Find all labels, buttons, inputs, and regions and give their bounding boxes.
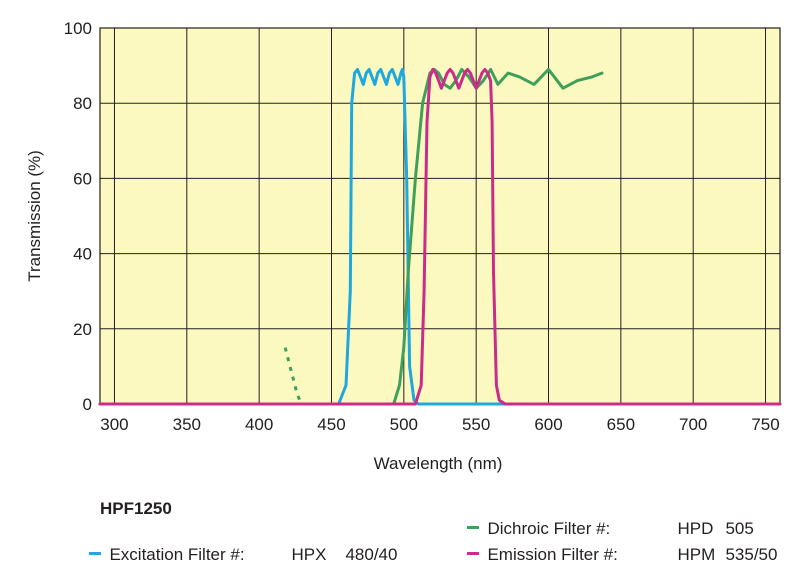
legend-item-dichroic: Dichroic Filter #: HPD 505 <box>458 499 754 539</box>
y-tick-label: 60 <box>73 169 92 188</box>
legend-code: HPD <box>677 519 714 538</box>
y-tick-label: 20 <box>73 320 92 339</box>
transmission-chart: 300 350 400 450 500 550 600 650 700 750 0 20 40 60 80 1… <box>25 19 782 473</box>
y-axis-label: Transmission (%) <box>25 150 44 282</box>
series-line-3 <box>98 67 782 406</box>
y-tick-label: 80 <box>73 94 92 113</box>
x-tick-label: 350 <box>173 415 201 434</box>
plot-area <box>100 28 780 404</box>
x-tick-label: 750 <box>751 415 779 434</box>
y-tick-label: 40 <box>73 245 92 264</box>
series-line-2 <box>283 347 304 405</box>
legend-value: 535/50 <box>725 545 778 564</box>
x-tick-label: 550 <box>462 415 490 434</box>
legend-item-emission: Emission Filter #: HPM 535/50 <box>458 525 777 565</box>
excitation-swatch <box>89 552 102 556</box>
legend-code: HPX <box>291 545 327 564</box>
legend-item-excitation: Excitation Filter #: HPX 480/40 <box>80 525 397 565</box>
legend-label: Emission Filter #: <box>487 545 618 564</box>
series-line-0 <box>98 67 782 406</box>
y-tick-label: 100 <box>64 19 92 38</box>
x-axis-label: Wavelength (nm) <box>374 454 503 473</box>
x-tick-label: 450 <box>317 415 345 434</box>
series-line-1 <box>98 67 604 406</box>
x-tick-label: 650 <box>607 415 635 434</box>
emission-swatch <box>467 552 480 556</box>
x-tick-label: 400 <box>245 415 273 434</box>
legend-label: Dichroic Filter #: <box>487 519 611 538</box>
x-tick-label: 500 <box>390 415 418 434</box>
legend-value: 480/40 <box>345 545 398 564</box>
x-tick-label: 600 <box>534 415 562 434</box>
legend-label: Excitation Filter #: <box>109 545 245 564</box>
legend-value: 505 <box>725 519 754 538</box>
x-tick-label: 300 <box>100 415 128 434</box>
x-tick-label: 700 <box>679 415 707 434</box>
legend-code: HPM <box>677 545 716 564</box>
legend-title: HPF1250 <box>100 499 172 518</box>
dichroic-swatch <box>467 526 480 530</box>
y-tick-label: 0 <box>83 395 92 414</box>
